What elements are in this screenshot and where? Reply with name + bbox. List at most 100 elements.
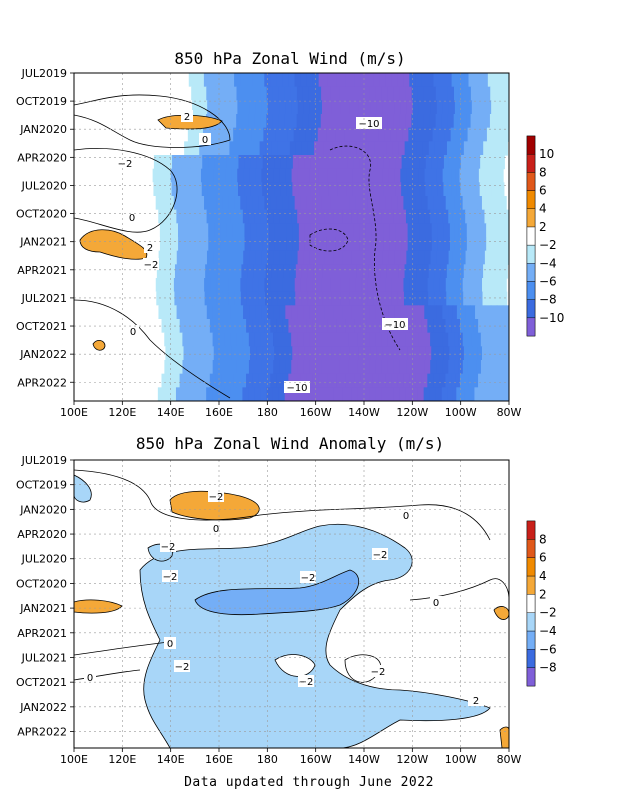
wind-band-cell xyxy=(274,223,282,238)
wind-band-cell xyxy=(459,100,464,115)
top-plot-frame xyxy=(73,72,510,402)
wind-band-cell xyxy=(419,237,427,252)
wind-band-cell xyxy=(409,373,416,388)
wind-band-cell xyxy=(423,114,431,129)
wind-band-cell xyxy=(455,168,461,183)
wind-band-cell xyxy=(350,141,357,156)
wind-band-cell xyxy=(206,360,214,375)
wind-band-cell xyxy=(381,305,389,320)
wind-band-cell xyxy=(288,278,296,293)
wind-band-cell xyxy=(410,141,418,156)
wind-band-cell xyxy=(274,237,282,252)
wind-band-cell xyxy=(75,223,88,238)
wind-band-cell xyxy=(309,305,317,320)
wind-band-cell xyxy=(470,155,476,170)
wind-band-cell xyxy=(224,360,232,375)
contour-label: 2 xyxy=(184,112,190,123)
wind-band-cell xyxy=(303,332,310,347)
wind-band-cell xyxy=(252,278,260,293)
wind-band-cell xyxy=(187,127,198,142)
wind-band-cell xyxy=(304,237,312,252)
wind-band-cell xyxy=(346,182,354,197)
wind-band-cell xyxy=(468,264,475,279)
wind-band-cell xyxy=(378,373,386,388)
wind-band-cell xyxy=(199,264,206,279)
y-tick-label: JAN2022 xyxy=(19,348,67,361)
wind-band-cell xyxy=(248,332,256,347)
colorbar-swatch xyxy=(526,135,536,155)
wind-band-cell xyxy=(415,319,422,334)
wind-band-cell xyxy=(395,182,402,197)
wind-band-cell xyxy=(200,209,208,224)
colorbar-label: 6 xyxy=(539,551,547,565)
wind-band-cell xyxy=(232,237,240,252)
wind-band-cell xyxy=(393,86,401,101)
wind-band-cell xyxy=(318,373,329,388)
wind-band-cell xyxy=(252,291,260,306)
wind-band-cell xyxy=(459,373,465,388)
wind-band-cell xyxy=(201,100,208,115)
wind-band-cell xyxy=(490,209,498,224)
wind-band-cell xyxy=(312,373,320,388)
wind-band-cell xyxy=(304,182,312,197)
wind-band-cell xyxy=(385,73,392,88)
wind-band-cell xyxy=(475,155,481,170)
wind-band-cell xyxy=(415,73,422,88)
wind-band-cell xyxy=(112,127,126,142)
wind-band-cell xyxy=(455,73,461,88)
wind-band-cell xyxy=(206,332,214,347)
wind-band-cell xyxy=(110,305,123,320)
wind-band-cell xyxy=(413,346,420,361)
top-contour-labels: −10 −10 −10 −2 −2 0 0 0 2 2 xyxy=(117,110,408,394)
wind-band-cell xyxy=(169,237,179,252)
wind-band-cell xyxy=(485,360,492,375)
wind-band-cell xyxy=(234,278,241,293)
wind-band-cell xyxy=(103,114,116,129)
wind-band-cell xyxy=(249,305,256,320)
wind-band-cell xyxy=(448,100,456,115)
colorbar-swatch xyxy=(526,172,536,191)
wind-band-cell xyxy=(451,319,457,334)
wind-band-cell xyxy=(407,182,414,197)
wind-band-cell xyxy=(224,332,232,347)
wind-band-cell xyxy=(76,127,89,142)
wind-band-cell xyxy=(162,182,173,197)
wind-band-cell xyxy=(361,196,368,211)
wind-band-cell xyxy=(318,319,329,334)
wind-band-cell xyxy=(430,168,438,183)
wind-band-cell xyxy=(120,264,131,279)
wind-band-cell xyxy=(193,264,200,279)
wind-band-cell xyxy=(330,86,340,101)
wind-band-cell xyxy=(188,373,199,388)
wind-band-cell xyxy=(371,223,378,238)
wind-band-cell xyxy=(349,291,357,306)
wind-band-cell xyxy=(454,237,460,252)
wind-band-cell xyxy=(274,182,281,197)
wind-band-cell xyxy=(474,209,481,224)
wind-band-cell xyxy=(424,100,432,115)
wind-band-cell xyxy=(74,196,84,211)
wind-band-cell xyxy=(410,291,417,306)
wind-band-cell xyxy=(409,278,417,293)
wind-band-cell xyxy=(291,360,298,375)
wind-band-cell xyxy=(459,264,465,279)
wind-band-cell xyxy=(364,182,372,197)
wind-band-cell xyxy=(307,141,315,156)
wind-band-cell xyxy=(254,86,262,101)
wind-band-cell xyxy=(486,100,492,115)
wind-band-cell xyxy=(391,278,399,293)
wind-band-cell xyxy=(174,346,185,361)
wind-band-cell xyxy=(300,373,308,388)
wind-band-cell xyxy=(446,168,452,183)
wind-band-cell xyxy=(242,114,249,129)
wind-band-cell xyxy=(446,141,452,156)
wind-band-cell xyxy=(395,223,403,238)
wind-band-cell xyxy=(429,114,437,129)
wind-band-cell xyxy=(369,86,377,101)
wind-band-cell xyxy=(191,86,201,101)
wind-band-cell xyxy=(454,360,460,375)
wind-band-cell xyxy=(145,114,156,129)
wind-band-cell xyxy=(320,114,331,129)
wind-band-cell xyxy=(355,278,362,293)
wind-band-cell xyxy=(122,305,132,320)
